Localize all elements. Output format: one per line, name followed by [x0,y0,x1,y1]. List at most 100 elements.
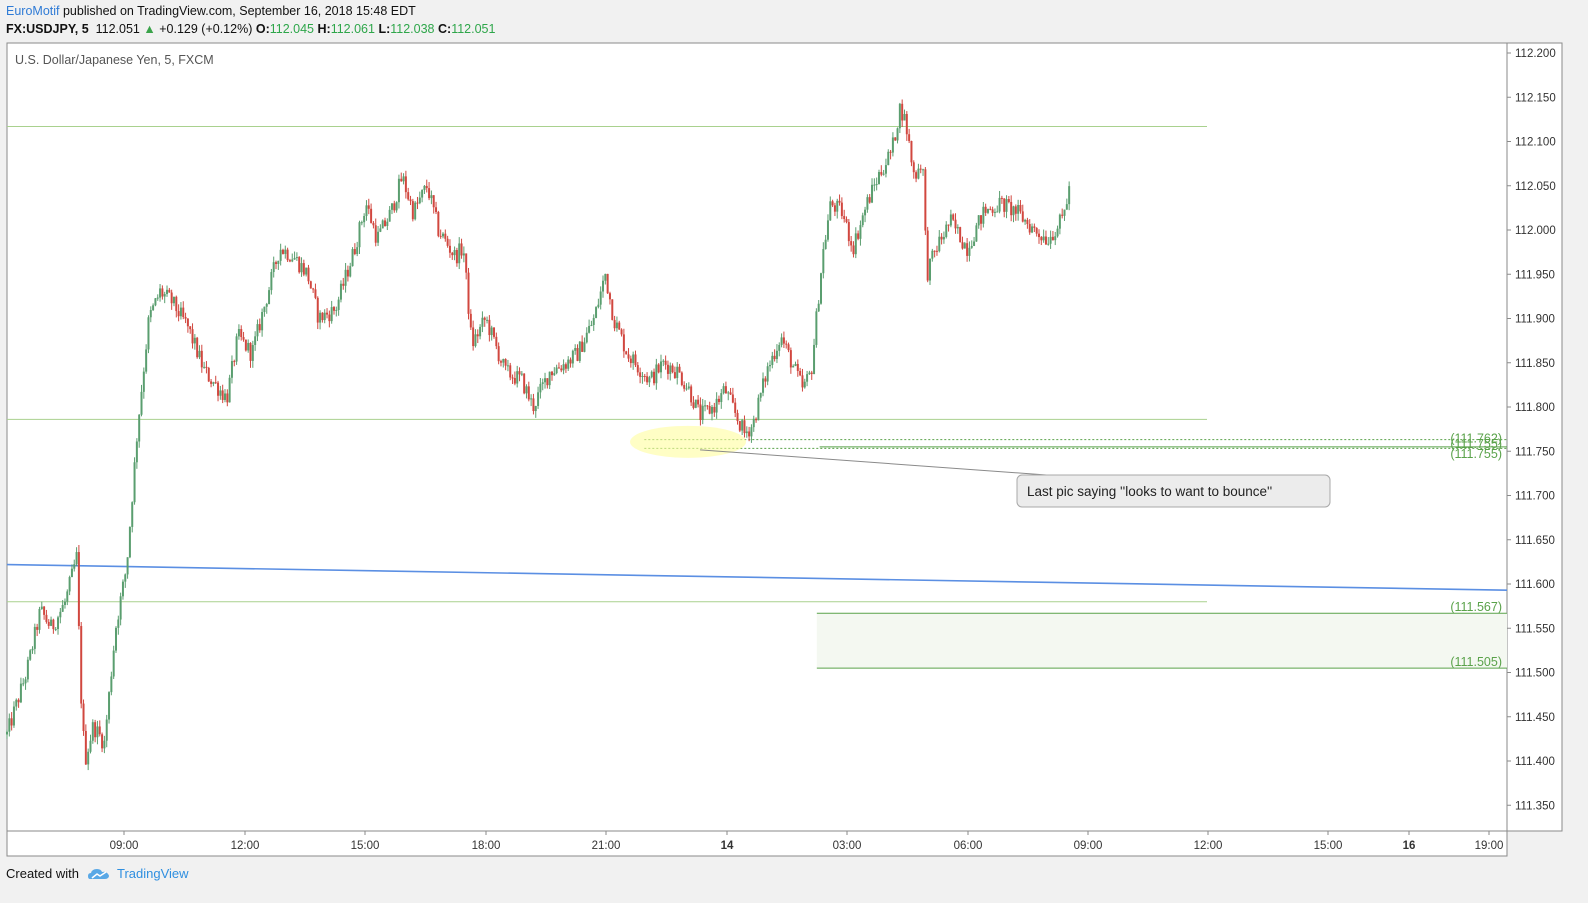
candle-body[interactable] [133,462,136,503]
candle-body[interactable] [701,405,704,420]
candle-body[interactable] [509,365,512,378]
candle-body[interactable] [738,421,741,431]
candle-body[interactable] [421,189,424,198]
candle-body[interactable] [441,233,444,237]
candle-body[interactable] [882,173,885,175]
candle-body[interactable] [694,399,697,408]
candle-body[interactable] [397,178,400,203]
candle-body[interactable] [523,373,526,394]
candle-body[interactable] [762,378,765,393]
candle-body[interactable] [89,740,92,752]
candle-body[interactable] [483,317,486,320]
candle-body[interactable] [871,184,874,203]
candle-body[interactable] [588,325,591,333]
candle-body[interactable] [1038,233,1041,238]
candle-body[interactable] [316,297,319,323]
candle-body[interactable] [894,137,897,141]
candle-body[interactable] [147,317,150,350]
candle-body[interactable] [335,309,338,311]
candle-body[interactable] [822,249,825,274]
candle-body[interactable] [305,267,308,275]
candle-body[interactable] [221,390,224,400]
candle-body[interactable] [265,303,268,307]
candle-body[interactable] [339,283,342,300]
candle-body[interactable] [31,648,34,651]
candle-body[interactable] [789,350,792,368]
candle-body[interactable] [986,208,989,213]
candle-body[interactable] [1061,214,1064,216]
candle-body[interactable] [210,381,213,384]
candle-body[interactable] [63,601,66,606]
candle-body[interactable] [764,378,767,382]
candle-body[interactable] [952,214,955,220]
candle-body[interactable] [836,200,839,212]
candle-body[interactable] [198,350,201,358]
candle-body[interactable] [207,367,210,382]
candle-body[interactable] [961,242,964,249]
candle-body[interactable] [237,329,240,337]
candle-body[interactable] [963,243,966,249]
candle-body[interactable] [379,228,382,232]
candle-body[interactable] [360,222,363,224]
candle-body[interactable] [743,420,746,434]
candle-body[interactable] [330,307,333,322]
candle-body[interactable] [555,367,558,374]
candle-body[interactable] [258,324,261,331]
candle-body[interactable] [126,557,129,575]
candle-body[interactable] [539,383,542,393]
candle-body[interactable] [592,317,595,325]
candle-body[interactable] [61,605,64,612]
candle-body[interactable] [815,311,818,345]
candle-body[interactable] [782,337,785,344]
candle-body[interactable] [745,431,748,434]
candle-body[interactable] [300,263,303,273]
candle-body[interactable] [845,219,848,223]
candle-body[interactable] [634,354,637,366]
candle-body[interactable] [24,679,27,684]
candle-body[interactable] [625,351,628,355]
candle-body[interactable] [808,372,811,375]
candle-body[interactable] [437,211,440,236]
candle-body[interactable] [288,260,291,262]
candle-body[interactable] [829,201,832,221]
candle-body[interactable] [683,385,686,389]
candle-body[interactable] [785,343,788,345]
candle-body[interactable] [1000,197,1003,199]
candle-body[interactable] [516,371,519,384]
candle-body[interactable] [402,176,405,182]
candle-body[interactable] [124,574,127,582]
candle-body[interactable] [425,185,428,189]
candle-body[interactable] [302,263,305,275]
candle-body[interactable] [117,619,120,628]
candle-body[interactable] [374,225,377,243]
candle-body[interactable] [1035,227,1038,234]
candle-body[interactable] [138,414,141,442]
candle-body[interactable] [326,312,329,315]
candle-body[interactable] [564,364,567,369]
candle-body[interactable] [699,404,702,420]
candle-body[interactable] [80,626,83,704]
candle-body[interactable] [384,220,387,226]
candle-body[interactable] [163,294,166,297]
candle-body[interactable] [110,676,113,693]
candle-body[interactable] [755,418,758,421]
candle-body[interactable] [1068,186,1071,205]
candle-body[interactable] [550,371,553,376]
candle-body[interactable] [919,168,922,170]
candle-body[interactable] [372,222,375,226]
candle-body[interactable] [52,619,55,630]
candle-body[interactable] [312,288,315,290]
candle-body[interactable] [796,363,799,371]
candle-body[interactable] [121,581,124,597]
candle-body[interactable] [813,344,816,375]
candle-body[interactable] [254,336,257,345]
candle-body[interactable] [629,358,632,364]
candle-body[interactable] [1033,226,1036,228]
candle-body[interactable] [414,202,417,220]
candle-body[interactable] [363,216,366,223]
candle-body[interactable] [569,359,572,364]
candle-body[interactable] [430,195,433,199]
candle-body[interactable] [356,247,359,255]
candle-body[interactable] [15,699,18,707]
candle-body[interactable] [235,336,238,362]
